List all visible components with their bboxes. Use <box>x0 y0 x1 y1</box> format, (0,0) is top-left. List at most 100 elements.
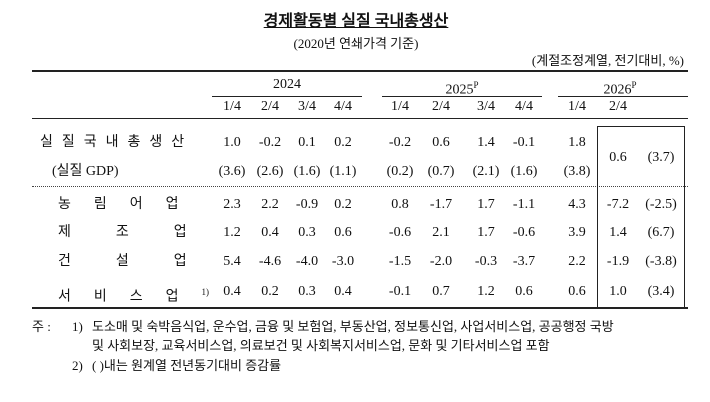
cell-subvalue: (2.6) <box>256 164 284 179</box>
quarter-header: 4/4 <box>334 99 352 114</box>
cell-value: -2.0 <box>429 254 453 269</box>
rule <box>32 118 688 119</box>
cell-value: 0.4 <box>261 225 279 240</box>
note-text: ( )내는 원계열 전년동기대비 증감률 <box>92 358 282 373</box>
cell-value: 5.4 <box>223 254 241 269</box>
cell-value: 0.8 <box>391 197 409 212</box>
cell-value: -0.9 <box>295 197 319 212</box>
cell-value: 1.4 <box>609 225 627 240</box>
cell-value: -0.3 <box>474 254 498 269</box>
cell-value: 2.1 <box>432 225 450 240</box>
rule <box>32 307 688 309</box>
quarter-header: 3/4 <box>298 99 316 114</box>
cell-value: 0.6 <box>609 149 627 165</box>
note-text: 도소매 및 숙박음식업, 운수업, 금융 및 보험업, 부동산업, 정보통신업,… <box>92 319 614 334</box>
cell-value: 0.2 <box>261 284 279 299</box>
rule <box>382 96 542 97</box>
cell-value: 1.7 <box>477 225 495 240</box>
cell-value: 2.2 <box>568 254 586 269</box>
cell-yoy: (-2.5) <box>645 197 677 212</box>
year-mark: P <box>473 80 479 90</box>
cell-subvalue: (3.6) <box>218 164 246 179</box>
highlight-box <box>597 126 685 308</box>
rule <box>212 96 362 97</box>
cell-yoy: (3.4) <box>647 284 675 299</box>
row-label: 제조업 <box>58 225 232 240</box>
cell-value: -4.6 <box>258 254 282 269</box>
cell-subvalue: (1.1) <box>329 164 357 179</box>
row-sublabel: (실질 GDP) <box>52 164 119 179</box>
notes-prefix: 주 : <box>32 319 51 334</box>
cell-yoy: (-3.8) <box>645 254 677 269</box>
cell-value: 0.2 <box>334 135 352 150</box>
cell-value: -1.7 <box>429 197 453 212</box>
cell-value: 2.3 <box>223 197 241 212</box>
quarter-header: 1/4 <box>391 99 409 114</box>
row-label: 서비스업1) <box>58 287 210 305</box>
unit: (계절조정계열, 전기대비, %) <box>531 53 684 68</box>
cell-value: 1.4 <box>477 135 495 150</box>
cell-value: 1.2 <box>477 284 495 299</box>
quarter-header: 4/4 <box>515 99 533 114</box>
cell-value: -1.9 <box>606 254 630 269</box>
year-header: 2026P <box>603 80 637 98</box>
row-label-note: 1) <box>201 287 210 297</box>
rule <box>32 186 688 187</box>
cell-value: 0.6 <box>568 284 586 299</box>
cell-subvalue: (1.6) <box>510 164 538 179</box>
quarter-header: 1/4 <box>223 99 241 114</box>
cell-value: 1.7 <box>477 197 495 212</box>
cell-value: 0.6 <box>334 225 352 240</box>
row-label: 농림어업 <box>58 197 202 212</box>
cell-value: 1.8 <box>568 135 586 150</box>
cell-value: -0.6 <box>512 225 536 240</box>
cell-value: 1.2 <box>223 225 241 240</box>
quarter-header: 2/4 <box>261 99 279 114</box>
cell-value: -0.2 <box>258 135 282 150</box>
cell-value: -0.1 <box>512 135 536 150</box>
cell-value: -0.2 <box>388 135 412 150</box>
cell-value: 0.7 <box>432 284 450 299</box>
year-mark: P <box>631 80 637 90</box>
note-marker: 2) <box>72 358 83 373</box>
cell-value: 3.9 <box>568 225 586 240</box>
cell-subvalue: (0.7) <box>427 164 455 179</box>
cell-value: 1.0 <box>609 284 627 299</box>
cell-value: 4.3 <box>568 197 586 212</box>
cell-value: -7.2 <box>606 197 630 212</box>
cell-value: -1.5 <box>388 254 412 269</box>
cell-value: -3.7 <box>512 254 536 269</box>
quarter-header: 1/4 <box>568 99 586 114</box>
row-label: 실질국내총생산 <box>40 135 194 150</box>
row-label: 건설업 <box>58 254 232 269</box>
cell-value: 0.6 <box>432 135 450 150</box>
quarter-header: 3/4 <box>477 99 495 114</box>
cell-value: 0.3 <box>298 225 316 240</box>
cell-subvalue: (1.6) <box>293 164 321 179</box>
cell-subvalue: (0.2) <box>386 164 414 179</box>
note-marker: 1) <box>72 319 83 334</box>
cell-value: -1.1 <box>512 197 536 212</box>
cell-value: -4.0 <box>295 254 319 269</box>
year-header: 2025P <box>445 80 479 98</box>
quarter-header: 2/4 <box>609 99 627 114</box>
note-text: 및 사회보장, 교육서비스업, 의료보건 및 사회복지서비스업, 문화 및 기타… <box>92 338 550 353</box>
cell-value: 0.3 <box>298 284 316 299</box>
cell-value: 0.6 <box>515 284 533 299</box>
cell-subvalue: (2.1) <box>472 164 500 179</box>
title: 경제활동별 실질 국내총생산 <box>263 13 449 30</box>
cell-value: 0.2 <box>334 197 352 212</box>
cell-value: 0.4 <box>334 284 352 299</box>
year-header: 2024 <box>273 77 301 92</box>
cell-value: 2.2 <box>261 197 279 212</box>
cell-value: -0.1 <box>388 284 412 299</box>
subtitle: (2020년 연쇄가격 기준) <box>293 36 419 51</box>
cell-value: 0.4 <box>223 284 241 299</box>
quarter-header: 2/4 <box>432 99 450 114</box>
cell-yoy: (6.7) <box>647 225 675 240</box>
cell-value: 1.0 <box>223 135 241 150</box>
cell-value: -3.0 <box>331 254 355 269</box>
cell-value: 0.1 <box>298 135 316 150</box>
cell-subvalue: (3.8) <box>563 164 591 179</box>
